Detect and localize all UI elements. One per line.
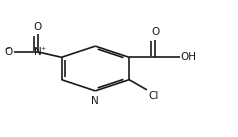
Text: O: O [151,27,159,37]
Text: OH: OH [181,52,197,62]
Text: −: − [5,46,10,51]
Text: N: N [34,47,42,57]
Text: O: O [34,22,42,32]
Text: Cl: Cl [148,91,159,101]
Text: N: N [91,96,99,106]
Text: O: O [5,47,13,57]
Text: +: + [40,46,46,51]
